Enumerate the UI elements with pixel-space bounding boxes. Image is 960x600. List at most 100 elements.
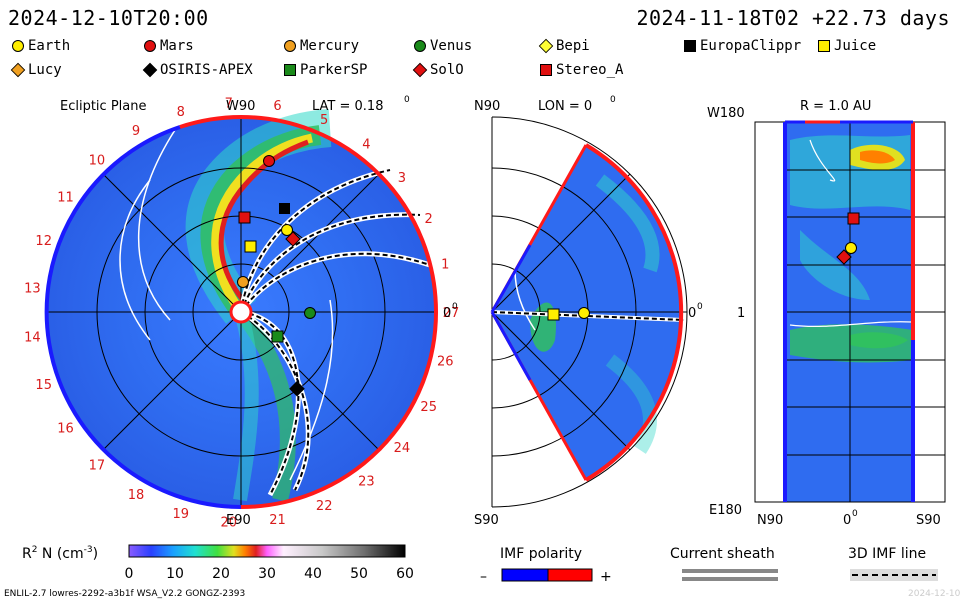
day-mark: 12 — [35, 234, 52, 249]
mars-marker — [263, 155, 275, 167]
legend-item-bepi: Bepi — [538, 38, 590, 54]
day-mark: 16 — [57, 421, 74, 436]
day-mark: 6 — [273, 99, 281, 114]
circle-marker-icon — [414, 40, 426, 52]
meridional-zero: 0 — [688, 306, 696, 321]
legend-label: EuropaClippr — [700, 38, 802, 54]
day-mark: 14 — [24, 330, 41, 345]
legend-item-europaclippr: EuropaClippr — [684, 38, 801, 54]
radial-panel — [754, 120, 946, 503]
legend-item-parkersp: ParkerSP — [284, 62, 367, 78]
meridional-n90: N90 — [474, 99, 500, 114]
svg-text:0: 0 — [610, 95, 616, 105]
model-time: 2024-12-10T20:00 — [8, 6, 209, 30]
solo-marker — [285, 231, 301, 247]
circle-marker-icon — [12, 40, 24, 52]
colorbar-tick: 60 — [396, 566, 414, 582]
stereo-a-marker — [238, 211, 251, 224]
day-mark: 11 — [57, 191, 74, 206]
ecliptic-lat: LAT = 0.18 — [312, 99, 383, 114]
colorbar-label: R2 N (cm-3) — [22, 545, 98, 562]
colorbar-tick: 50 — [350, 566, 368, 582]
radial-w180: W180 — [707, 106, 745, 121]
ecliptic-zero: 0 — [443, 306, 451, 321]
square-marker-icon — [684, 40, 696, 52]
legend-label: Mars — [160, 38, 194, 54]
ecliptic-title: Ecliptic Plane — [60, 99, 146, 114]
colorbar-tick: 30 — [258, 566, 276, 582]
day-mark: 15 — [35, 378, 52, 393]
svg-text:+: + — [600, 569, 612, 585]
venus-marker — [304, 307, 316, 319]
current-sheath-line-1 — [682, 569, 778, 573]
circle-marker-icon — [144, 40, 156, 52]
day-mark: 4 — [362, 138, 370, 153]
legend-label: Lucy — [28, 62, 62, 78]
radial-one: 1 — [737, 306, 745, 321]
svg-text:0: 0 — [852, 509, 858, 519]
imf-negative-bar — [501, 568, 549, 582]
radial-title: R = 1.0 AU — [800, 99, 871, 114]
radial-stereo-a-marker — [847, 212, 860, 225]
colorbar-ticks: 0 10 20 30 40 50 60 — [125, 566, 414, 582]
day-mark: 27 — [443, 306, 460, 321]
radial-solo-marker — [836, 249, 852, 265]
day-mark: 21 — [269, 513, 286, 528]
circle-marker-icon — [284, 40, 296, 52]
current-sheath-line-2 — [682, 577, 778, 581]
spacecraft-legend: Earth Mars Mercury Venus Bepi EuropaClippr Jui… — [10, 38, 952, 84]
day-mark: 20 — [221, 516, 238, 531]
legend-label: SolO — [430, 62, 464, 78]
day-mark: 19 — [173, 507, 190, 522]
osiris-apex-marker — [289, 380, 305, 397]
day-mark: 26 — [437, 354, 454, 369]
forecast-time: 2024-11-18T02 +22.73 days — [636, 6, 950, 30]
meridional-s90: S90 — [474, 513, 499, 528]
legend-label: Bepi — [556, 38, 590, 54]
day-mark: 10 — [89, 153, 106, 168]
day-mark: 7 — [225, 96, 233, 111]
radial-tick-0: 0 — [843, 513, 851, 528]
day-mark: 1 — [441, 258, 449, 273]
day-mark: 3 — [398, 171, 406, 186]
svg-text:0: 0 — [697, 302, 703, 312]
current-sheath-label: Current sheath — [670, 546, 775, 562]
colorbar-tick: 0 — [125, 566, 134, 582]
footer-model: ENLIL-2.7 lowres-2292-a3b1f WSA_V2.2 GON… — [4, 589, 245, 599]
legend-label: Stereo_A — [556, 62, 624, 78]
day-mark: 13 — [24, 282, 41, 297]
day-mark: 22 — [316, 499, 333, 514]
day-mark: 17 — [89, 459, 106, 474]
day-mark: 9 — [132, 124, 140, 139]
legend-label: Juice — [834, 38, 877, 54]
legend-label: Venus — [430, 38, 473, 54]
footer-date: 2024-12-10 — [908, 589, 960, 599]
day-mark: 5 — [320, 113, 328, 128]
legend-item-venus: Venus — [414, 38, 472, 54]
mercury-marker — [237, 276, 249, 288]
svg-text:0: 0 — [452, 302, 458, 312]
legend-label: Earth — [28, 38, 71, 54]
legend-item-osiris-apex: OSIRIS-APEX — [142, 62, 253, 78]
ecliptic-e90: E90 — [226, 513, 251, 528]
ecliptic-panel — [44, 109, 438, 509]
radial-e180: E180 — [709, 503, 742, 518]
colorbar-tick: 10 — [166, 566, 184, 582]
meridional-panel — [490, 116, 688, 508]
europa-clipper-marker — [279, 203, 290, 214]
legend-item-mercury: Mercury — [284, 38, 359, 54]
meridional-juice-marker — [547, 308, 560, 321]
day-mark: 2 — [425, 212, 433, 227]
legend-label: Mercury — [300, 38, 360, 54]
legend-item-juice: Juice — [818, 38, 876, 54]
square-marker-icon — [540, 64, 552, 76]
meridional-earth-marker — [578, 307, 590, 319]
density-colorbar — [128, 544, 406, 558]
ecliptic-w90: W90 — [226, 99, 255, 114]
colorbar-tick: 20 — [212, 566, 230, 582]
day-mark: 18 — [128, 488, 145, 503]
legend-item-mars: Mars — [144, 38, 194, 54]
legend-item-earth: Earth — [12, 38, 70, 54]
